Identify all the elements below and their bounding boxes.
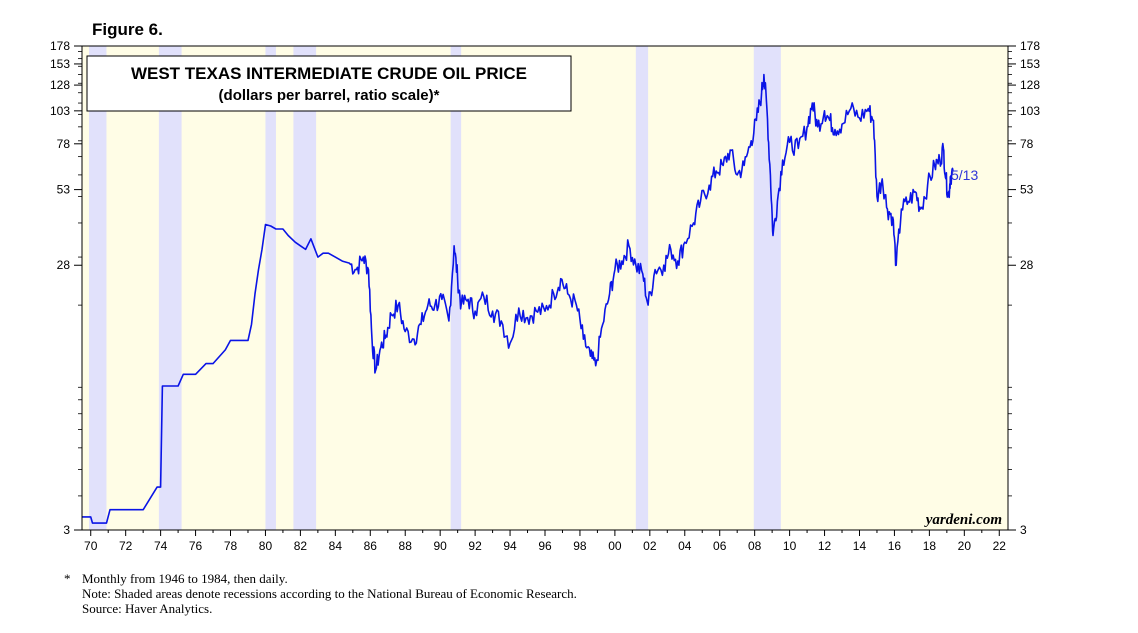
- x-tick-label: 04: [678, 539, 692, 553]
- x-tick-label: 86: [364, 539, 378, 553]
- footnote-line-3: Source: Haver Analytics.: [82, 601, 213, 616]
- x-tick-label: 78: [224, 539, 238, 553]
- footnote-line-2: Note: Shaded areas denote recessions acc…: [82, 586, 577, 601]
- x-tick-label: 92: [468, 539, 482, 553]
- end-value-label: 5/13: [951, 167, 978, 183]
- y-tick-label-right: 128: [1020, 78, 1040, 92]
- x-tick-label: 84: [329, 539, 343, 553]
- watermark: yardeni.com: [924, 512, 1002, 528]
- y-tick-label-left: 3: [63, 523, 70, 537]
- x-tick-label: 22: [993, 539, 1007, 553]
- price-line: [82, 73, 954, 524]
- x-tick-label: 98: [573, 539, 587, 553]
- recession-band: [635, 46, 649, 530]
- recession-band: [265, 46, 276, 530]
- y-tick-label-right: 178: [1020, 39, 1040, 53]
- x-tick-label: 72: [119, 539, 133, 553]
- chart: 70 72 74 76 78 80 82 84 86 88 90 92 94 96 98 00 02 04 06 08…: [50, 39, 1040, 553]
- x-tick-label: 14: [853, 539, 867, 553]
- title-box: [86, 55, 572, 112]
- x-tick-label: 96: [538, 539, 552, 553]
- y-tick-label-right: 3: [1020, 523, 1027, 537]
- x-tick-label: 80: [259, 539, 273, 553]
- x-tick-label: 16: [888, 539, 902, 553]
- y-tick-label-right: 103: [1020, 104, 1040, 118]
- x-tick-label: 10: [783, 539, 797, 553]
- x-tick-label: 88: [399, 539, 413, 553]
- price-line-layer: [82, 73, 954, 524]
- x-tick-label: 94: [503, 539, 517, 553]
- y-tick-label-right: 78: [1020, 137, 1034, 151]
- y-tick-label-right: 153: [1020, 57, 1040, 71]
- x-tick-label: 00: [608, 539, 622, 553]
- y-tick-label-left: 128: [50, 78, 70, 92]
- recession-band: [450, 46, 462, 530]
- y-tick-label-left: 28: [57, 258, 71, 272]
- plot-background: [82, 46, 1008, 530]
- y-tick-label-left: 178: [50, 39, 70, 53]
- x-tick-label: 76: [189, 539, 203, 553]
- figure-label: Figure 6.: [92, 20, 163, 39]
- x-tick-label: 12: [818, 539, 832, 553]
- footnote-line-1: Monthly from 1946 to 1984, then daily.: [82, 571, 288, 586]
- footnote-asterisk: *: [64, 571, 71, 586]
- x-tick-label: 74: [154, 539, 168, 553]
- axis-ticks: 70 72 74 76 78 80 82 84 86 88 90 92 94 96 98 00 02 04 06 08…: [50, 39, 1040, 553]
- x-tick-label: 90: [433, 539, 447, 553]
- x-tick-label: 70: [84, 539, 98, 553]
- x-tick-label: 20: [958, 539, 972, 553]
- y-tick-label-left: 53: [57, 183, 71, 197]
- recession-band: [88, 46, 107, 530]
- x-tick-label: 06: [713, 539, 727, 553]
- recession-band: [158, 46, 182, 530]
- chart-title: WEST TEXAS INTERMEDIATE CRUDE OIL PRICE: [131, 64, 527, 83]
- x-tick-label: 82: [294, 539, 308, 553]
- y-tick-label-left: 103: [50, 104, 70, 118]
- footnotes: * Monthly from 1946 to 1984, then daily. …: [64, 571, 577, 616]
- y-tick-label-right: 28: [1020, 258, 1034, 272]
- y-tick-label-left: 153: [50, 57, 70, 71]
- x-tick-label: 02: [643, 539, 657, 553]
- y-tick-label-left: 78: [57, 137, 71, 151]
- y-tick-label-right: 53: [1020, 183, 1034, 197]
- chart-subtitle: (dollars per barrel, ratio scale)*: [219, 87, 440, 104]
- recession-band: [293, 46, 317, 530]
- x-tick-label: 18: [923, 539, 937, 553]
- x-tick-label: 08: [748, 539, 762, 553]
